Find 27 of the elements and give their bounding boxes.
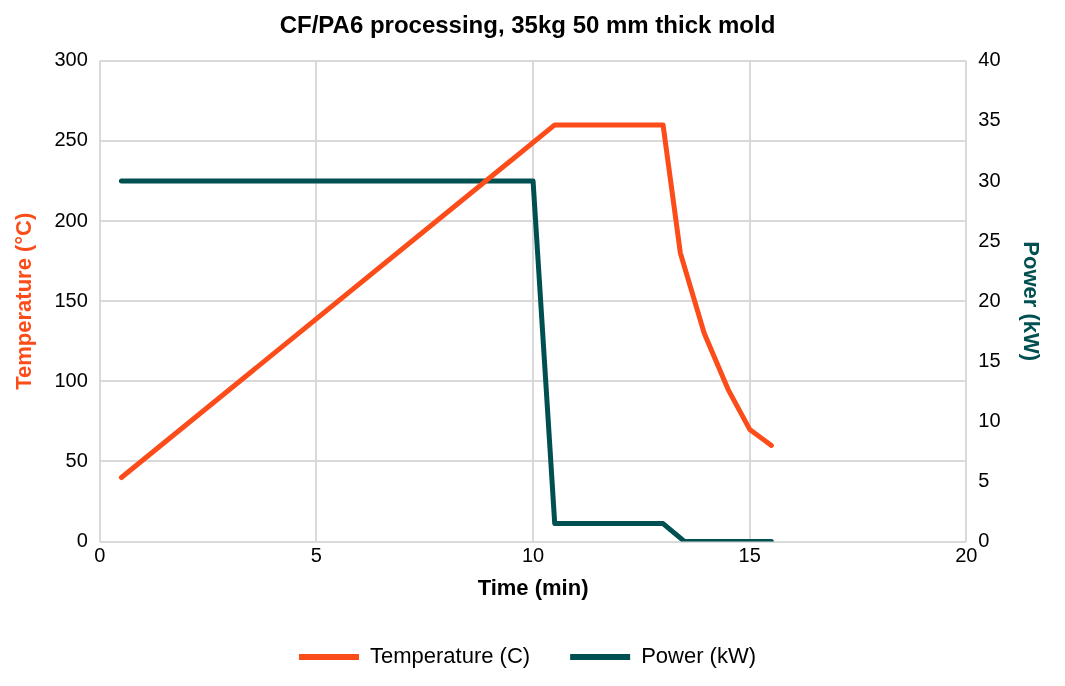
y2-tick-label: 25 xyxy=(978,228,1001,251)
y2-axis-title: Power (kW) xyxy=(1018,241,1044,362)
y-tick-label: 250 xyxy=(54,128,88,151)
y-tick-label: 150 xyxy=(54,288,88,311)
x-axis-title: Time (min) xyxy=(477,574,589,600)
y2-tick-label: 15 xyxy=(978,348,1001,371)
y2-tick-label: 10 xyxy=(978,408,1001,431)
legend-label: Temperature (C) xyxy=(369,643,531,669)
y2-tick-label: 20 xyxy=(978,288,1001,311)
y-tick-label: 300 xyxy=(54,48,88,71)
x-tick-label: 5 xyxy=(310,544,322,567)
x-tick-label: 0 xyxy=(94,544,106,567)
y-tick-label: 0 xyxy=(76,529,88,552)
legend-label: Power (kW) xyxy=(641,643,757,669)
y2-tick-label: 30 xyxy=(978,168,1001,191)
y-tick-label: 200 xyxy=(54,208,88,231)
y-tick-label: 100 xyxy=(54,368,88,391)
y2-tick-label: 5 xyxy=(978,469,990,492)
x-tick-label: 20 xyxy=(955,544,978,567)
y2-tick-label: 35 xyxy=(978,108,1001,131)
x-tick-label: 10 xyxy=(521,544,545,567)
chart-title: CF/PA6 processing, 35kg 50 mm thick mold xyxy=(279,11,776,39)
x-tick-label: 15 xyxy=(738,544,761,567)
y-axis-title: Temperature (°C) xyxy=(11,212,37,390)
y2-tick-label: 40 xyxy=(978,48,1001,71)
y-tick-label: 50 xyxy=(65,448,88,471)
y2-tick-label: 0 xyxy=(978,529,990,552)
